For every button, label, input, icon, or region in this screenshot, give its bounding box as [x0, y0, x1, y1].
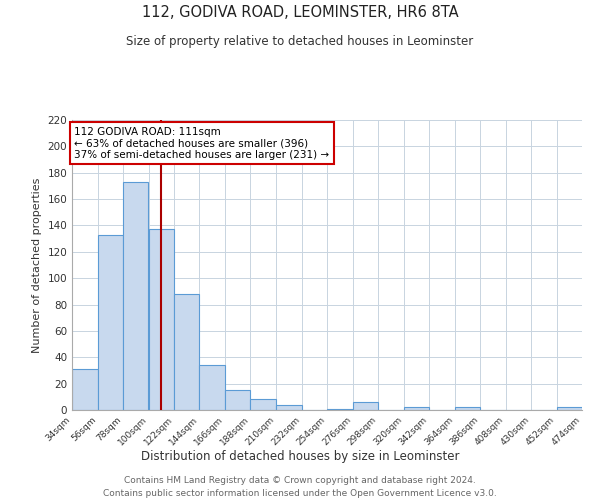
- Text: Distribution of detached houses by size in Leominster: Distribution of detached houses by size …: [141, 450, 459, 463]
- Text: Contains public sector information licensed under the Open Government Licence v3: Contains public sector information licen…: [103, 488, 497, 498]
- Bar: [327, 408, 353, 410]
- Bar: [455, 408, 480, 410]
- Bar: [276, 404, 302, 410]
- Bar: [123, 182, 148, 410]
- Bar: [199, 365, 225, 410]
- Bar: [149, 230, 174, 410]
- Text: Size of property relative to detached houses in Leominster: Size of property relative to detached ho…: [127, 35, 473, 48]
- Bar: [251, 400, 276, 410]
- Bar: [174, 294, 199, 410]
- Bar: [72, 369, 97, 410]
- Text: 112 GODIVA ROAD: 111sqm
← 63% of detached houses are smaller (396)
37% of semi-d: 112 GODIVA ROAD: 111sqm ← 63% of detache…: [74, 126, 329, 160]
- Text: 112, GODIVA ROAD, LEOMINSTER, HR6 8TA: 112, GODIVA ROAD, LEOMINSTER, HR6 8TA: [142, 5, 458, 20]
- Bar: [353, 402, 378, 410]
- Text: Contains HM Land Registry data © Crown copyright and database right 2024.: Contains HM Land Registry data © Crown c…: [124, 476, 476, 485]
- Bar: [97, 234, 123, 410]
- Bar: [557, 408, 582, 410]
- Bar: [225, 390, 251, 410]
- Bar: [404, 408, 429, 410]
- Y-axis label: Number of detached properties: Number of detached properties: [32, 178, 42, 352]
